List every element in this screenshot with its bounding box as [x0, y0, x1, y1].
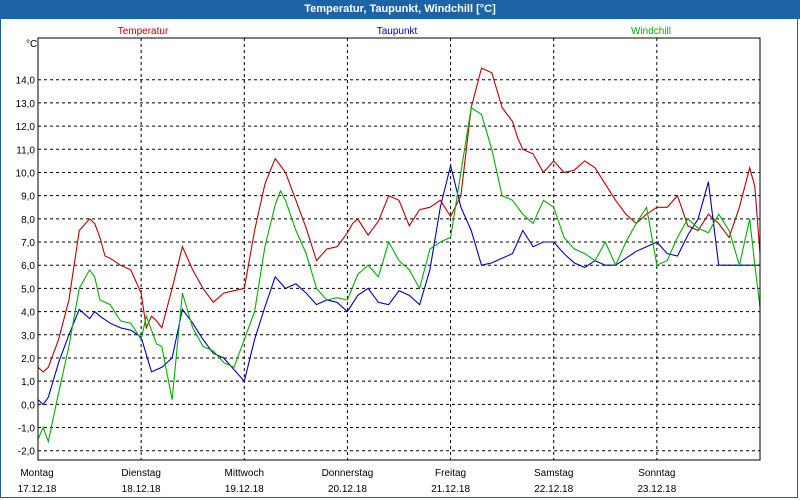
x-tick-date: 17.12.18: [18, 484, 57, 495]
x-tick-date: 22.12.18: [534, 484, 573, 495]
x-tick-date: 23.12.18: [637, 484, 676, 495]
x-tick-day: Sonntag: [638, 468, 675, 479]
y-tick-label: 1,0: [21, 377, 35, 388]
x-axis-ticks: Montag 17.12.18 Dienstag 18.12.18 Mittwoch 19…: [18, 468, 677, 495]
x-tick-day: Freitag: [435, 468, 466, 479]
y-tick-label: 6,0: [21, 261, 35, 272]
series-line-taupunkt: [37, 165, 760, 406]
y-tick-label: 3,0: [21, 331, 35, 342]
series-lines: [37, 67, 761, 444]
y-tick-label: 2,0: [21, 354, 35, 365]
y-tick-label: 14,0: [16, 76, 36, 87]
y-axis-label: °C: [26, 39, 37, 50]
x-tick-date: 18.12.18: [122, 484, 161, 495]
y-tick-label: -1,0: [18, 424, 36, 435]
y-tick-label: -2,0: [18, 447, 36, 458]
y-tick-label: 8,0: [21, 215, 35, 226]
x-tick-day: Mittwoch: [225, 468, 264, 479]
legend-item-temperatur: Temperatur: [118, 26, 169, 37]
series-line-windchill: [37, 106, 761, 444]
series-line-temperatur: [37, 67, 761, 373]
y-tick-label: 10,0: [16, 168, 36, 179]
y-tick-label: 11,0: [16, 145, 35, 156]
x-tick-date: 20.12.18: [328, 484, 367, 495]
x-tick-date: 21.12.18: [431, 484, 470, 495]
legend-item-taupunkt: Taupunkt: [377, 26, 418, 37]
chart-title: Temperatur, Taupunkt, Windchill [°C]: [0, 0, 800, 19]
y-tick-label: 5,0: [21, 284, 35, 295]
y-tick-label: 9,0: [21, 192, 35, 203]
legend-item-windchill: Windchill: [631, 26, 671, 37]
x-tick-day: Donnerstag: [322, 468, 374, 479]
legend: Temperatur Taupunkt Windchill: [118, 26, 671, 37]
grid-lines: [38, 38, 760, 460]
y-tick-label: 0,0: [21, 400, 35, 411]
x-tick-day: Montag: [20, 468, 53, 479]
x-tick-day: Samstag: [534, 468, 573, 479]
y-tick-label: 12,0: [16, 122, 36, 133]
y-tick-label: 4,0: [21, 308, 35, 319]
x-tick-date: 19.12.18: [225, 484, 264, 495]
y-tick-label: 7,0: [21, 238, 35, 249]
plot-area: [37, 37, 761, 461]
y-axis-ticks: 14,0 13,0 12,0 11,0 10,0 9,0 8,0 7,0 6,0 5,0 4,0 3,…: [16, 76, 36, 458]
x-tick-day: Dienstag: [121, 468, 160, 479]
y-tick-label: 13,0: [16, 99, 36, 110]
